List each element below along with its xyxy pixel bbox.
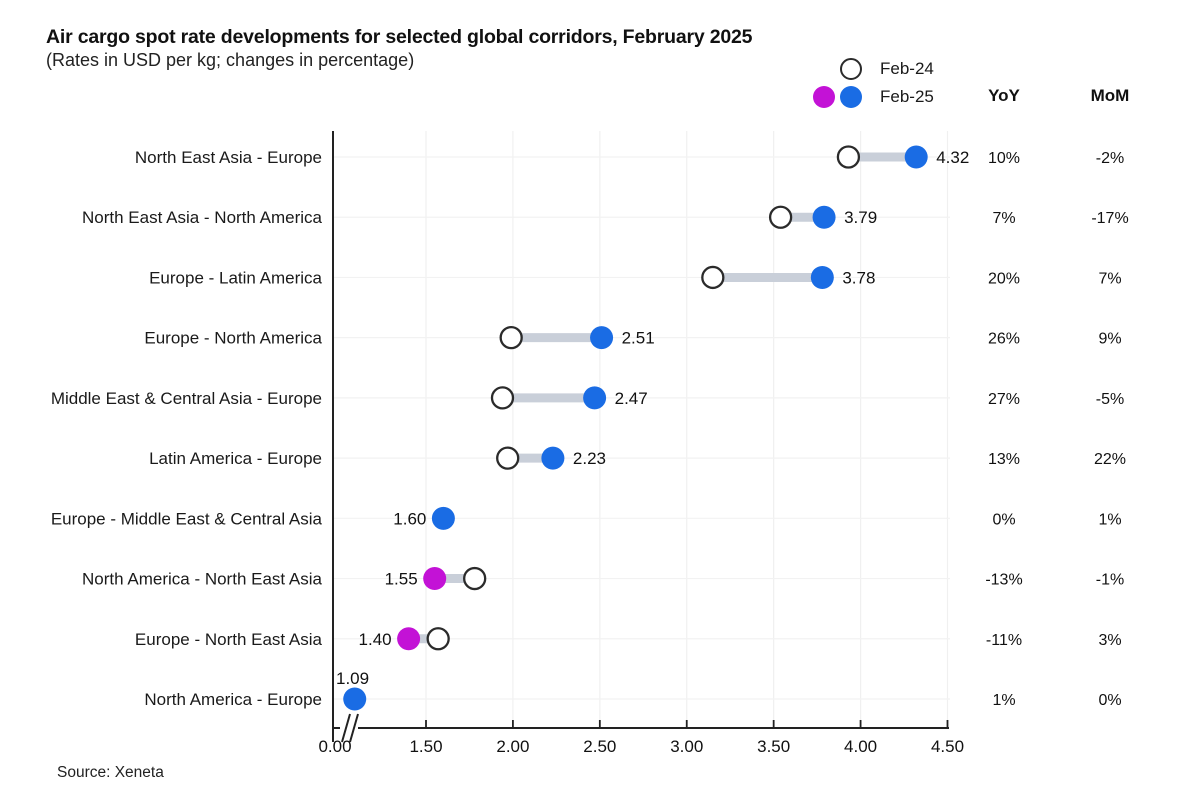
feb24-dot [836,145,861,169]
x-axis-tick-label: 0.00 [318,737,351,756]
feb25-dot [583,386,607,410]
feb25-dot [812,205,836,229]
feb25-dot [423,567,447,591]
row-label: North East Asia - North America [82,208,323,227]
feb24-dot [496,446,520,470]
dumbbell-connector [848,152,917,162]
mom-value: 22% [1094,451,1126,468]
feb24-dot [426,627,450,651]
value-label: 3.78 [842,268,875,287]
row-label: North America - North East Asia [82,570,323,589]
row-label: Middle East & Central Asia - Europe [51,389,322,408]
yoy-value: 20% [988,270,1020,287]
value-label: 2.51 [622,329,655,348]
mom-value: 1% [1098,511,1121,528]
x-axis-tick-label: 2.50 [583,737,616,756]
row-label: Latin America - Europe [149,449,322,468]
axis-break-icon [349,713,359,743]
axis-break-icon [341,713,351,743]
feb24-open-circle-icon [840,58,862,80]
column-header-mom: MoM [1090,86,1130,105]
row-label: North America - Europe [144,690,322,709]
mom-value: -2% [1096,150,1124,167]
feb25-dot [541,446,565,470]
feb25-up-dot-icon [840,86,862,108]
yoy-value: 0% [992,511,1015,528]
feb25-dot [904,145,928,169]
row-label: Europe - Latin America [149,268,322,287]
chart-title: Air cargo spot rate developments for sel… [46,26,753,48]
feb25-down-dot-icon [813,86,835,108]
value-label: 4.32 [936,148,969,167]
row-label: Europe - North East Asia [135,630,323,649]
source-note: Source: Xeneta [57,764,164,781]
legend-label-feb24: Feb-24 [880,59,934,78]
feb24-dot [768,205,793,229]
x-axis-tick-label: 3.50 [757,737,790,756]
x-axis-tick-label: 2.00 [496,737,529,756]
column-header-yoy: YoY [988,86,1020,105]
feb24-dot [701,265,725,290]
feb24-dot [463,566,487,591]
feb25-dot [431,506,455,530]
value-label: 1.09 [336,669,369,688]
x-axis-tick-label: 4.00 [844,737,877,756]
yoy-value: -11% [986,632,1022,649]
row-label: North East Asia - Europe [135,148,322,167]
value-label: 2.23 [573,449,606,468]
value-label: 2.47 [615,389,648,408]
mom-value: -17% [1091,210,1128,227]
feb25-dot [590,326,614,350]
yoy-value: 27% [988,391,1020,408]
feb25-dot [343,687,367,711]
yoy-value: 13% [988,451,1020,468]
legend-item-feb25: Feb-25 [813,86,934,108]
chart-subtitle: (Rates in USD per kg; changes in percent… [46,50,415,70]
mom-value: -1% [1096,572,1124,589]
x-axis-tick-label: 1.50 [409,737,442,756]
dumbbell-connector [511,333,602,343]
dumbbell-connector [502,393,595,403]
x-axis-tick-label: 3.00 [670,737,703,756]
legend-label-feb25: Feb-25 [880,87,934,106]
value-label: 3.79 [844,208,877,227]
yoy-value: -13% [985,572,1022,589]
mom-value: 0% [1098,692,1121,709]
feb25-dot [397,627,421,651]
mom-value: 7% [1098,270,1121,287]
mom-value: -5% [1096,391,1124,408]
row-label: Europe - Middle East & Central Asia [51,509,323,528]
yoy-value: 1% [992,692,1015,709]
mom-value: 3% [1098,632,1121,649]
yoy-value: 10% [988,150,1020,167]
value-label: 1.55 [385,570,418,589]
value-label: 1.60 [393,509,426,528]
x-axis-tick-label: 4.50 [931,737,964,756]
row-label: Europe - North America [144,329,322,348]
dumbbell-connector [712,272,823,282]
feb24-dot [490,386,515,410]
yoy-value: 7% [992,210,1015,227]
legend-item-feb24: Feb-24 [840,58,934,80]
feb25-dot [810,265,834,289]
yoy-value: 26% [988,331,1020,348]
mom-value: 9% [1098,331,1121,348]
value-label: 1.40 [359,630,392,649]
feb24-dot [499,326,523,350]
